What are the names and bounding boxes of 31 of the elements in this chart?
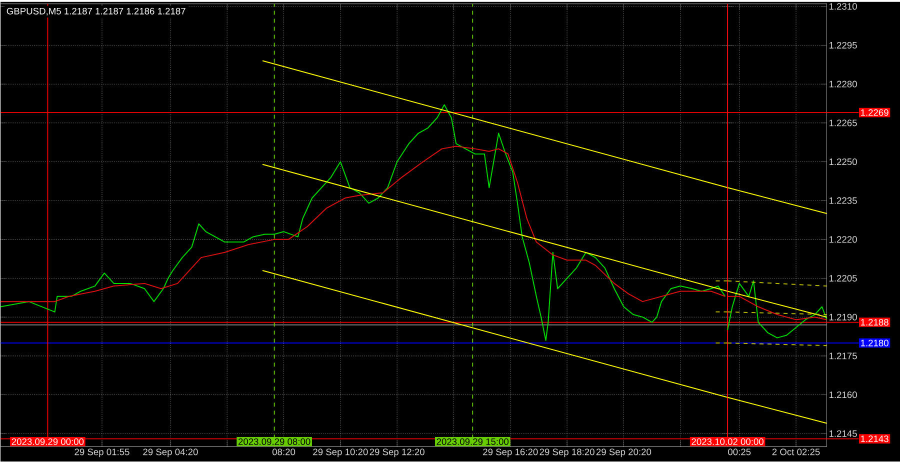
chart-title: GBPUSD,M5 1.2187 1.2187 1.2186 1.2187	[6, 8, 186, 16]
ref-line-label: 2023.09.29 15:00	[436, 438, 509, 446]
y-tick-label: 1.2310	[829, 3, 857, 10]
x-tick-label: 29 Sep 04:20	[143, 448, 198, 458]
y-tick-label: 1.2190	[829, 314, 857, 321]
y-tick-label: 1.2235	[829, 198, 857, 204]
ref-line-label: 1.2188	[861, 319, 888, 326]
x-tick-label: 00:25	[728, 448, 751, 456]
ref-line-label: 2023.09.29 08:00	[238, 438, 310, 446]
y-tick-label: 1.2145	[829, 430, 857, 438]
x-tick-label: 29 Sep 20:20	[596, 448, 652, 458]
ref-line-label: 2023.10.02 00:00	[692, 438, 764, 446]
y-tick-label: 1.2205	[829, 275, 857, 282]
y-tick-label: 1.2250	[829, 158, 857, 166]
y-tick-label: 1.2160	[829, 392, 857, 398]
ref-line-label: 2023.09.29 00:00	[12, 438, 84, 446]
x-tick-label: 29 Sep 10:20	[313, 448, 368, 458]
x-tick-label: 08:20	[272, 448, 296, 456]
ref-line-label: 1.2180	[861, 340, 888, 347]
ref-line-label: 1.2269	[861, 109, 888, 116]
y-tick-label: 1.2220	[829, 236, 857, 243]
y-tick-label: 1.2265	[829, 120, 857, 126]
x-tick-label: 29 Sep 18:20	[540, 448, 594, 458]
x-tick-label: 29 Sep 16:20	[483, 448, 538, 458]
x-tick-label: 2 Oct 02:25	[772, 448, 820, 456]
y-tick-label: 1.2295	[829, 42, 857, 49]
x-tick-label: 29 Sep 12:20	[370, 448, 424, 458]
x-tick-label: 29 Sep 01:55	[74, 448, 130, 458]
ref-line-label: 1.2143	[861, 436, 888, 442]
y-tick-label: 1.2175	[829, 352, 857, 360]
y-tick-label: 1.2280	[829, 81, 857, 88]
